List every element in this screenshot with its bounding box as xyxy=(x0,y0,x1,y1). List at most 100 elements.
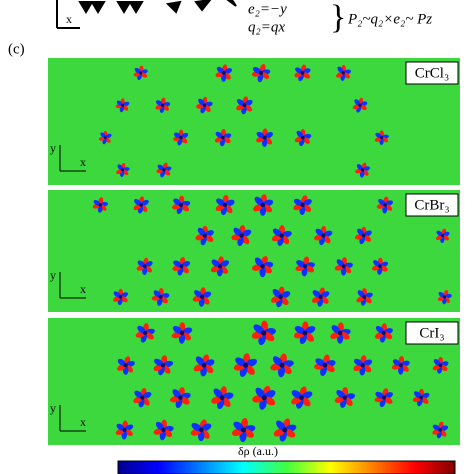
density-lobe xyxy=(296,130,304,139)
atom-core xyxy=(200,294,205,300)
density-lobe xyxy=(241,229,252,237)
density-lobe xyxy=(180,396,190,405)
density-lobe xyxy=(272,228,283,237)
atom-core xyxy=(342,395,348,400)
density-lobe xyxy=(273,428,285,437)
density-lobe xyxy=(356,296,365,303)
density-lobe xyxy=(134,390,143,399)
density-lobe xyxy=(173,260,182,268)
atom-core xyxy=(279,233,284,238)
panel: CrCl₃ y x xyxy=(48,58,460,185)
label-box xyxy=(405,193,459,217)
density-lobe xyxy=(163,169,171,176)
atom-core xyxy=(201,362,207,368)
density-lobe xyxy=(211,259,221,268)
label-box xyxy=(405,321,459,345)
density-lobe xyxy=(356,164,364,171)
density-lobe xyxy=(256,131,265,139)
density-lobe xyxy=(116,169,123,175)
atom-core xyxy=(239,233,244,238)
atom-core xyxy=(122,428,127,432)
atom-core xyxy=(222,202,228,208)
label-box xyxy=(405,61,459,85)
density-lobe xyxy=(191,422,202,432)
density-lobe xyxy=(253,66,262,74)
density-lobe xyxy=(233,227,243,237)
atom-core xyxy=(161,427,166,433)
atom-core xyxy=(139,203,143,207)
density-lobe xyxy=(116,423,125,431)
atom-core xyxy=(337,330,343,336)
density-lobe xyxy=(194,290,203,298)
density-lobe xyxy=(154,358,164,367)
atom-core xyxy=(118,295,123,299)
density-lobe xyxy=(235,357,247,367)
axis-label-y: y xyxy=(50,141,56,155)
density-lobe xyxy=(300,396,311,407)
density-lobe xyxy=(219,260,230,268)
density-lobe xyxy=(375,325,385,334)
density-lobe xyxy=(204,234,214,242)
density-lobe xyxy=(213,388,223,399)
atom-core xyxy=(321,233,326,238)
axis-label-y: y xyxy=(50,401,56,415)
density-lobe xyxy=(378,198,386,206)
density-lobe xyxy=(357,290,365,298)
density-lobe xyxy=(359,104,367,111)
density-lobe xyxy=(315,358,326,367)
panel-material: CrBr₃ xyxy=(414,197,449,213)
atom-core xyxy=(259,71,264,75)
density-lobe xyxy=(113,291,121,298)
density-lobe xyxy=(324,364,335,373)
density-lobe xyxy=(255,387,266,399)
panel-background xyxy=(48,58,460,185)
atom-core xyxy=(361,168,365,172)
density-lobe xyxy=(414,391,422,399)
density-lobe xyxy=(180,204,190,212)
density-lobe xyxy=(331,325,341,334)
density-lobe xyxy=(156,100,163,107)
density-lobe xyxy=(304,326,316,335)
atom-core xyxy=(121,168,125,172)
top-arrows xyxy=(56,0,237,29)
density-lobe xyxy=(302,72,310,79)
colorbar xyxy=(117,460,456,474)
density-lobe xyxy=(117,164,124,171)
density-lobe xyxy=(197,227,206,237)
atom-core xyxy=(198,427,204,433)
density-lobe xyxy=(383,396,393,404)
density-lobe xyxy=(284,428,296,438)
density-lobe xyxy=(272,289,282,298)
atom-core xyxy=(121,103,125,107)
density-lobe xyxy=(296,260,306,268)
density-lobe xyxy=(195,356,205,366)
density-lobe xyxy=(137,260,146,268)
axis-label-x: x xyxy=(80,155,86,169)
density-lobe xyxy=(134,67,141,74)
density-lobe xyxy=(216,198,226,206)
atom-core xyxy=(361,233,366,238)
density-lobe xyxy=(293,198,303,207)
atom-core xyxy=(261,395,267,401)
atom-core xyxy=(240,427,246,433)
density-lobe xyxy=(155,421,165,431)
density-lobe xyxy=(236,99,245,107)
atom-core xyxy=(243,362,249,368)
panel: CrBr₃ y x xyxy=(48,190,460,312)
density-lobe xyxy=(264,132,274,139)
atom-core xyxy=(123,363,128,368)
density-lobe xyxy=(294,326,306,335)
atom-core xyxy=(143,264,147,269)
density-lobe xyxy=(137,325,146,334)
panel-material: CrCl₃ xyxy=(415,65,449,81)
atom-core xyxy=(322,363,328,368)
density-lobe xyxy=(254,257,264,267)
panel: CrI₃ y x xyxy=(48,318,460,445)
atom-core xyxy=(178,395,183,400)
density-lobe xyxy=(253,203,264,212)
atom-core xyxy=(179,203,184,207)
atom-core xyxy=(221,135,225,140)
atom-core xyxy=(279,362,285,368)
density-lobe xyxy=(263,331,275,342)
